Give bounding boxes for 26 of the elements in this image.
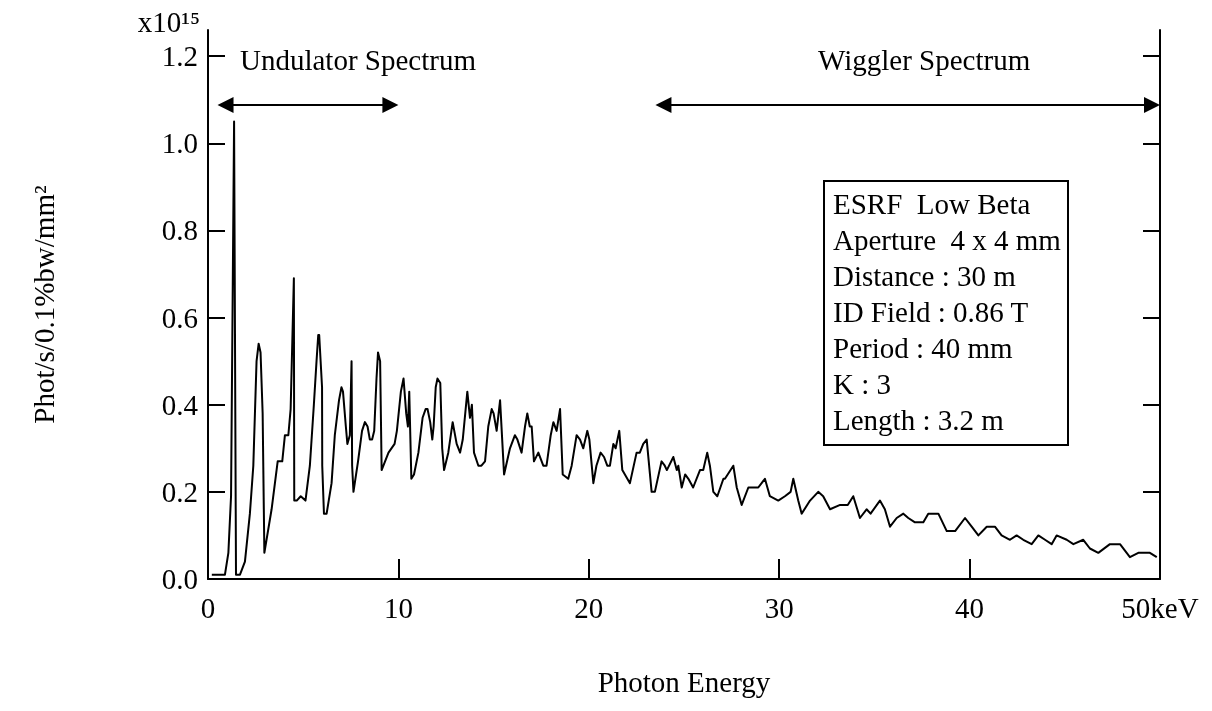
annotation: ESRF Low Beta	[833, 187, 1032, 222]
y-tick-label: 0.0	[161, 563, 198, 595]
y-axis-title: Phot/s/0.1%bw/mm²	[27, 185, 60, 424]
x-tick-label: 20	[574, 591, 604, 624]
x-tick-label: 30	[764, 591, 794, 624]
annotation: Wiggler Spectrum	[818, 44, 1031, 76]
annotation: Period : 40 mm	[833, 331, 1014, 366]
x-tick-label: 40	[955, 591, 985, 624]
x-tick-label: 50keV	[1121, 591, 1199, 624]
line-series	[210, 120, 1158, 576]
x-axis-title: Photon Energy	[597, 665, 771, 698]
annotation: Aperture 4 x 4 mm	[833, 223, 1061, 258]
annotation: K : 3	[833, 367, 892, 402]
y-tick-label: 0.2	[161, 475, 198, 508]
y-tick-label: 0.8	[161, 214, 198, 247]
x-tick-label: 0	[200, 591, 216, 624]
text: x10¹⁵	[137, 6, 200, 39]
y-tick-label: 0.6	[161, 301, 198, 334]
y-tick-label: 1.2	[161, 40, 198, 73]
annotation: Undulator Spectrum	[240, 44, 476, 76]
annotation: Distance : 30 m	[833, 259, 1017, 294]
annotation: Length : 3.2 m	[833, 403, 1005, 438]
annotation: ID Field : 0.86 T	[833, 295, 1030, 330]
y-tick-label: 1.0	[161, 127, 198, 160]
y-tick-label: 0.4	[161, 388, 199, 421]
x-tick-label: 10	[383, 591, 413, 624]
